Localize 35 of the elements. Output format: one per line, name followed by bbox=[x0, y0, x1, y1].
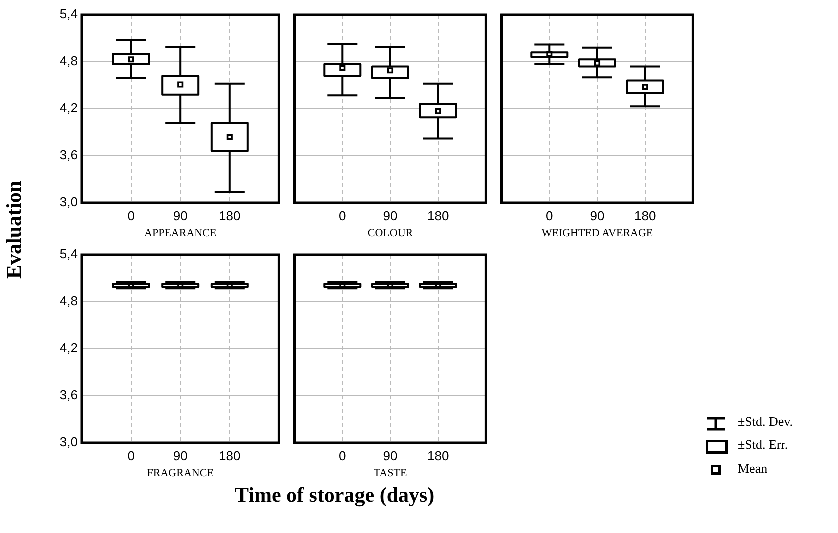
y-tick-label: 3,0 bbox=[60, 434, 78, 450]
x-tick-label: 180 bbox=[219, 448, 241, 464]
y-tick-label: 4,2 bbox=[60, 100, 78, 116]
x-tick-label: 90 bbox=[590, 208, 605, 224]
x-tick-label: 0 bbox=[128, 448, 135, 464]
x-axis-title: APPEARANCE bbox=[144, 227, 217, 240]
text: ±Std. Dev. bbox=[738, 414, 794, 430]
x-tick-label: 90 bbox=[383, 448, 398, 464]
x-axis-title: TASTE bbox=[374, 467, 408, 480]
x-tick-label: 90 bbox=[383, 208, 398, 224]
x-axis-title: FRAGRANCE bbox=[147, 467, 214, 480]
y-tick-label: 3,0 bbox=[60, 194, 78, 210]
x-tick-label: 180 bbox=[219, 208, 241, 224]
x-tick-label: 180 bbox=[428, 448, 450, 464]
y-tick-label: 3,6 bbox=[60, 388, 78, 403]
y-tick-label: 4,8 bbox=[60, 54, 78, 69]
x-tick-label: 0 bbox=[128, 208, 135, 224]
y-tick-label: 4,8 bbox=[60, 294, 78, 309]
x-axis-title: WEIGHTED AVERAGE bbox=[542, 227, 654, 240]
x-tick-label: 90 bbox=[173, 448, 188, 464]
y-tick-label: 5,4 bbox=[60, 246, 78, 262]
x-tick-label: 0 bbox=[546, 208, 554, 224]
y-tick-label: 4,2 bbox=[60, 340, 78, 356]
text: Mean bbox=[738, 461, 768, 477]
text: Evaluation bbox=[2, 180, 27, 280]
x-tick-label: 0 bbox=[339, 448, 346, 464]
x-axis-title: COLOUR bbox=[368, 227, 414, 240]
x-tick-label: 0 bbox=[339, 208, 346, 224]
text: Time of storage (days) bbox=[235, 483, 435, 508]
x-tick-label: 180 bbox=[634, 208, 656, 224]
text: ±Std. Err. bbox=[738, 437, 788, 453]
y-tick-label: 3,6 bbox=[60, 148, 78, 163]
x-tick-label: 180 bbox=[428, 208, 450, 224]
y-tick-label: 5,4 bbox=[60, 6, 78, 22]
x-tick-label: 90 bbox=[173, 208, 188, 224]
